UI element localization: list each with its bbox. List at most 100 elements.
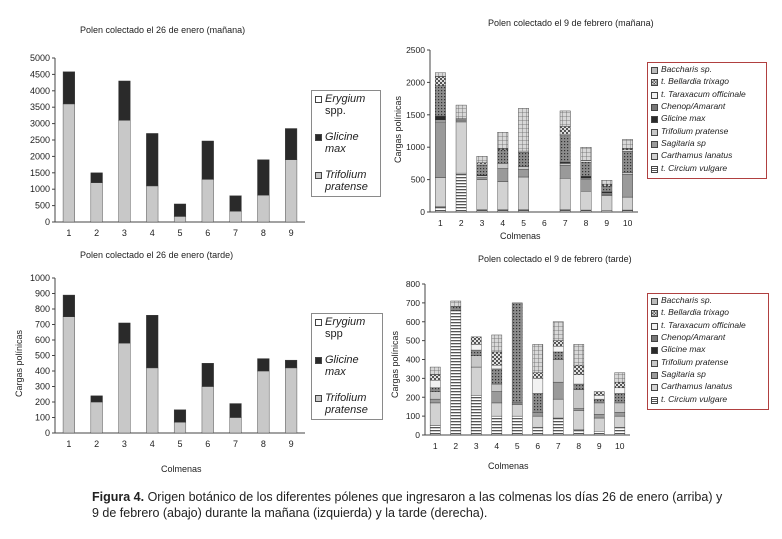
x-tick-label: 9 bbox=[289, 439, 294, 449]
bar-segment bbox=[573, 374, 585, 385]
x-tick-label: 6 bbox=[535, 441, 540, 451]
bar-segment bbox=[285, 159, 298, 223]
legend-item: Erygium spp. bbox=[315, 93, 377, 117]
bar-segment bbox=[614, 372, 626, 383]
legend-item: Carthamus lanatus bbox=[651, 150, 763, 161]
bar-segment bbox=[497, 149, 509, 164]
legend-swatch bbox=[315, 395, 322, 403]
bar-segment bbox=[559, 165, 571, 179]
bar-segment bbox=[450, 300, 462, 307]
bar-segment bbox=[580, 146, 592, 162]
y-tick-label: 200 bbox=[35, 397, 50, 407]
bar-segment bbox=[552, 359, 564, 383]
y-tick-label: 200 bbox=[406, 392, 420, 402]
bar-segment bbox=[532, 344, 544, 373]
chart-title: Polen colectado el 9 de febrero (tarde) bbox=[478, 254, 632, 264]
y-tick-label: 2500 bbox=[30, 135, 50, 145]
legend-label: Chenop/Amarant bbox=[661, 101, 726, 112]
bar-segment bbox=[476, 165, 488, 176]
legend-swatch bbox=[315, 96, 322, 103]
x-tick-label: 5 bbox=[177, 439, 182, 449]
y-tick-label: 800 bbox=[35, 304, 50, 314]
bar-segment bbox=[429, 380, 441, 389]
bar-segment bbox=[435, 119, 446, 123]
bar-segment bbox=[580, 161, 592, 177]
legend-label: t. Circium vulgare bbox=[661, 162, 728, 173]
bar-segment bbox=[622, 174, 633, 198]
legend-swatch bbox=[651, 372, 658, 380]
bar-segment bbox=[429, 374, 441, 381]
legend-swatch bbox=[315, 172, 322, 180]
bar-segment bbox=[497, 132, 509, 149]
x-tick-label: 5 bbox=[177, 228, 182, 238]
x-tick-label: 3 bbox=[122, 439, 127, 449]
legend-label: Erygium spp. bbox=[325, 93, 366, 118]
bar-segment bbox=[450, 306, 462, 311]
x-tick-label: 4 bbox=[494, 441, 499, 451]
legend-item: Baccharis sp. bbox=[651, 295, 765, 305]
bar-segment bbox=[601, 180, 613, 185]
bar-segment bbox=[435, 76, 446, 86]
bar-segment bbox=[573, 344, 585, 366]
bar-segment bbox=[511, 404, 523, 417]
legend-label: t. Taraxacum officinale bbox=[661, 319, 746, 330]
bar-segment bbox=[491, 368, 503, 385]
bar-segment bbox=[146, 367, 159, 434]
bar-segment bbox=[173, 216, 187, 223]
y-tick-label: 100 bbox=[35, 413, 50, 423]
y-tick-label: 0 bbox=[420, 207, 425, 217]
x-tick-label: 3 bbox=[122, 228, 127, 238]
y-tick-label: 500 bbox=[411, 175, 425, 185]
bar-segment bbox=[118, 322, 131, 344]
bar-segment bbox=[518, 169, 529, 178]
y-tick-label: 1000 bbox=[30, 273, 50, 283]
bar-segment bbox=[593, 395, 605, 400]
legend-label: Carthamus lanatus bbox=[661, 150, 733, 161]
bar-segment bbox=[573, 408, 585, 411]
x-tick-label: 6 bbox=[542, 218, 547, 228]
chart-panel-9feb-tarde: Polen colectado el 9 de febrero (tarde) … bbox=[390, 250, 782, 480]
y-tick-label: 700 bbox=[406, 298, 420, 308]
chart-canvas: 0 100 200 300 400 500 600 700 800 900 1000 1 2 3 4 5 6 7 8… bbox=[30, 273, 305, 449]
legend-item: t. Taraxacum officinale bbox=[651, 89, 763, 99]
bar-segment bbox=[229, 403, 242, 418]
y-tick-label: 600 bbox=[406, 317, 420, 327]
bar-segment bbox=[470, 355, 482, 368]
bar-segment bbox=[455, 121, 467, 174]
bar-segment bbox=[201, 179, 214, 223]
bar-segment bbox=[450, 310, 462, 436]
bar-segment bbox=[552, 340, 564, 347]
bar-segment bbox=[622, 209, 633, 213]
x-tick-label: 2 bbox=[459, 218, 464, 228]
bar-segment bbox=[429, 387, 441, 392]
legend-label: t. Circium vulgare bbox=[661, 393, 728, 404]
bar-segment bbox=[146, 314, 159, 369]
chart-title: Polen colectado el 26 de enero (mañana) bbox=[80, 25, 246, 35]
chart-legend: Baccharis sp. t. Bellardia trixago t. Tara… bbox=[647, 293, 769, 411]
bar-segment bbox=[601, 195, 613, 211]
bar-segment bbox=[518, 108, 529, 152]
bar-segment bbox=[455, 172, 467, 213]
legend-item: Chenop/Amarant bbox=[651, 101, 763, 112]
legend-swatch bbox=[651, 79, 658, 87]
bar-segment bbox=[470, 336, 482, 345]
bar-segment bbox=[90, 395, 103, 403]
bar-segment bbox=[470, 349, 482, 356]
chart-panel-9feb-manana: Polen colectado el 9 de febrero (mañana)… bbox=[390, 0, 782, 250]
legend-swatch bbox=[315, 319, 322, 326]
legend-item: Erygium spp bbox=[315, 316, 379, 340]
y-tick-label: 3000 bbox=[30, 119, 50, 129]
bar-segment bbox=[614, 387, 626, 394]
bar-segment bbox=[532, 372, 544, 379]
x-axis-label: Colmenas bbox=[500, 231, 541, 241]
bar-segment bbox=[559, 163, 571, 166]
bar-segment bbox=[511, 302, 523, 404]
legend-label: Glicine max bbox=[325, 131, 359, 156]
y-tick-label: 2000 bbox=[406, 77, 425, 87]
x-tick-label: 8 bbox=[576, 441, 581, 451]
bar-segment bbox=[201, 363, 214, 387]
legend-item: Trifolium pratense bbox=[315, 392, 379, 416]
bar-segment bbox=[118, 80, 131, 121]
figure-caption-text: Origen botánico de los diferentes pólene… bbox=[92, 490, 723, 520]
bar-segment bbox=[476, 177, 488, 180]
